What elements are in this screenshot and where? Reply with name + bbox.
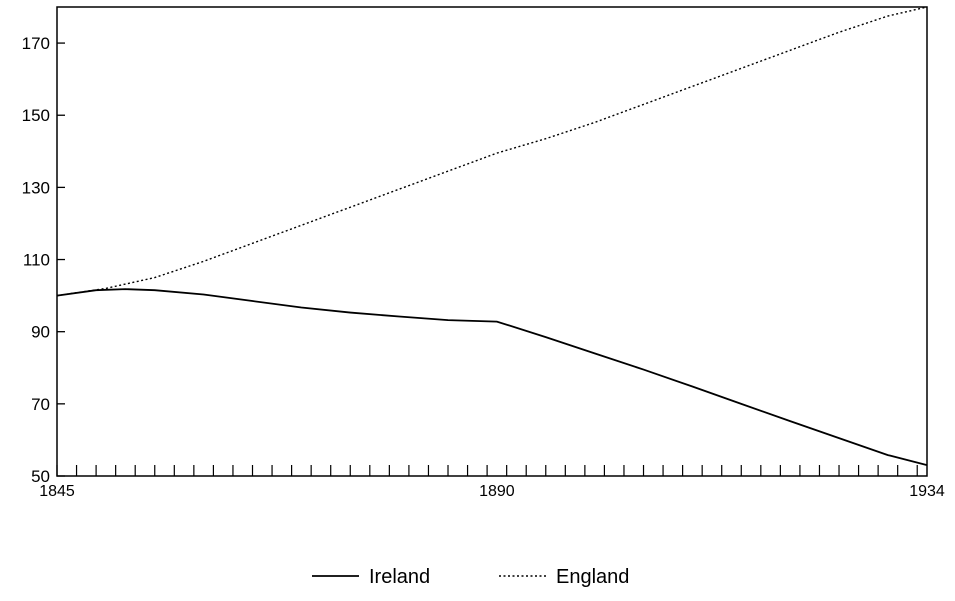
legend-label-ireland: Ireland <box>369 566 430 588</box>
series-lines <box>56 6 928 467</box>
x-tick-label: 1845 <box>39 483 75 500</box>
x-tick-label: 1890 <box>479 483 515 500</box>
y-tick-label: 110 <box>23 251 50 270</box>
series-line-ireland <box>56 288 928 467</box>
y-tick-label: 50 <box>31 467 50 486</box>
y-tick-label: 70 <box>31 395 50 414</box>
x-tick-label: 1934 <box>909 483 945 500</box>
y-tick-label: 90 <box>31 323 50 342</box>
y-tick-label: 150 <box>22 106 50 125</box>
y-tick-label: 130 <box>22 178 50 197</box>
axes: 50 70 90 110 130 150 170 1845 1890 1934 <box>22 34 945 500</box>
legend: Ireland England <box>312 566 629 588</box>
plot-frame <box>56 6 928 477</box>
legend-label-england: England <box>556 566 629 588</box>
y-tick-label: 170 <box>22 34 50 53</box>
plot-area <box>56 6 928 477</box>
series-line-england <box>56 6 928 297</box>
